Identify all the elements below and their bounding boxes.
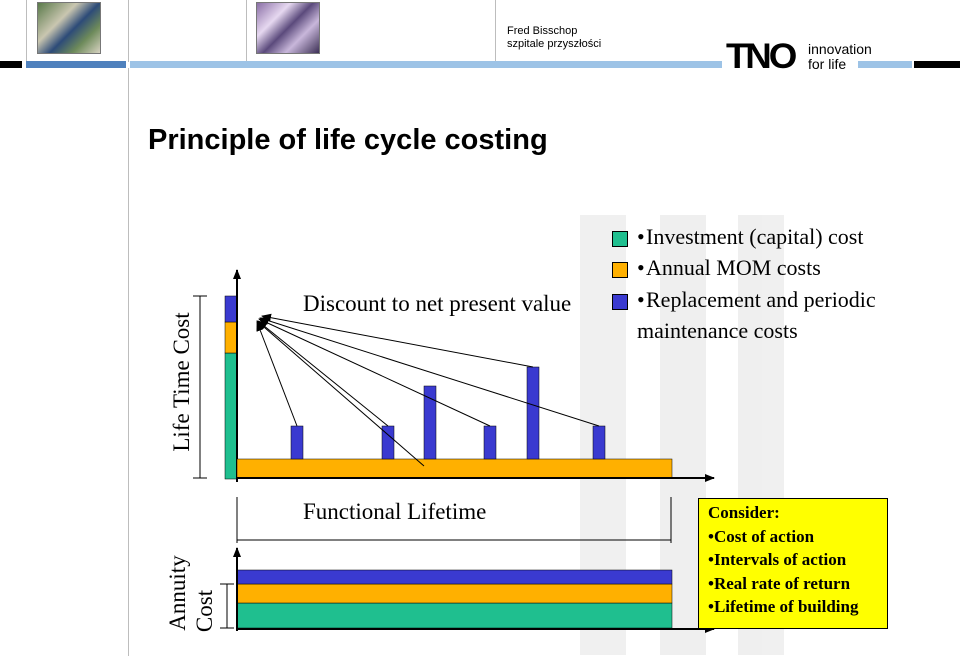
annuity-bars	[236, 569, 673, 629]
life-time-cost-column	[224, 295, 238, 480]
discount-arrows	[256, 313, 600, 467]
header-band-black	[0, 61, 22, 68]
legend-swatch-replacement	[612, 294, 628, 310]
legend-bullet: •	[637, 287, 645, 312]
header-divider	[128, 0, 129, 62]
replacement-bars	[290, 366, 606, 460]
life-time-cost-bracket	[193, 295, 207, 479]
consider-item: •Real rate of return	[708, 573, 851, 593]
functional-lifetime-label: Functional Lifetime	[303, 499, 487, 524]
discount-label: Discount to net present value	[303, 291, 572, 316]
header-divider	[26, 0, 27, 62]
replacement-bar	[526, 366, 540, 460]
slide-title: Principle of life cycle costing	[148, 124, 548, 156]
annuity-investment-bar	[236, 602, 673, 629]
replacement-bar	[290, 425, 304, 460]
y-axis-label-cost: Cost	[192, 589, 217, 633]
header-band-black-right	[914, 61, 960, 68]
header-photo-satellite	[37, 2, 101, 54]
ltc-mom-segment	[224, 321, 238, 354]
annuity-cost-bracket	[220, 583, 234, 629]
header-photo-building	[256, 2, 320, 54]
replacement-bar	[483, 425, 497, 460]
annuity-replacement-bar	[236, 569, 673, 585]
consider-item: •Cost of action	[708, 526, 815, 546]
header-divider	[495, 0, 496, 62]
annuity-mom-bar	[236, 583, 673, 604]
header-divider	[246, 0, 247, 62]
legend-bullet: •	[637, 255, 645, 280]
y-axis-label-annuity: Annuity	[165, 555, 190, 631]
legend-swatch-annual-mom	[612, 262, 628, 278]
tno-logo-wordmark: TNO	[726, 37, 797, 76]
legend-text-replacement: Replacement and periodic	[646, 287, 876, 312]
replacement-bar	[423, 385, 437, 460]
legend-text-annual-mom: Annual MOM costs	[646, 255, 821, 280]
header-band-light-right	[858, 61, 912, 68]
legend-swatch-investment	[612, 231, 628, 247]
annual-mom-bar	[236, 458, 673, 479]
author-name: Fred Bisschop	[507, 25, 578, 37]
y-axis-label-life-time-cost: Life Time Cost	[169, 312, 194, 452]
header-band-light	[130, 61, 722, 68]
legend-text-investment: Investment (capital) cost	[646, 224, 864, 249]
legend-bullet: •	[637, 224, 645, 249]
legend-text-replacement-cont: maintenance costs	[637, 318, 798, 343]
author-subtitle: szpitale przyszłości	[507, 38, 602, 50]
tno-logo-tagline-2: for life	[808, 56, 847, 72]
consider-heading: Consider:	[708, 503, 780, 522]
consider-item: •Intervals of action	[708, 550, 847, 569]
consider-box: Consider: •Cost of action •Intervals of …	[698, 498, 888, 629]
tno-logo-tagline-1: innovation	[808, 41, 872, 57]
functional-lifetime-bracket	[236, 497, 672, 543]
left-vertical-rule	[128, 68, 129, 656]
consider-item: •Lifetime of building	[708, 597, 859, 616]
replacement-bar	[592, 425, 606, 460]
ltc-investment-segment	[224, 352, 238, 480]
header-band-blue	[26, 61, 126, 68]
ltc-replacement-segment	[224, 295, 238, 323]
